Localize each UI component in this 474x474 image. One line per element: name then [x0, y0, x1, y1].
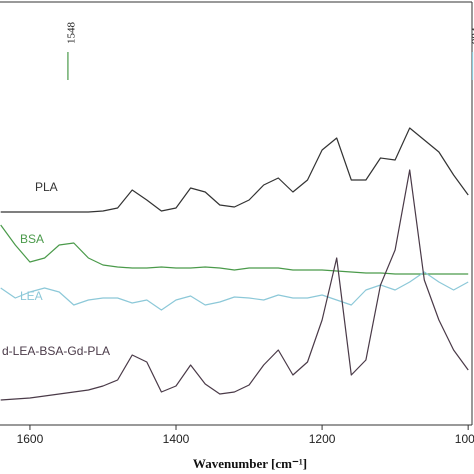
annotation-label: 1548 — [65, 22, 77, 45]
spectrum-line — [0, 169, 469, 401]
spectrum-line — [0, 127, 469, 213]
x-tick-label: 1200 — [309, 432, 336, 446]
series-label: LEA — [20, 289, 43, 303]
x-tick-label: 1000 — [455, 432, 474, 446]
series-label: d-LEA-BSA-Gd-PLA — [2, 344, 110, 358]
spectrum-line — [0, 271, 469, 311]
series-label: PLA — [35, 180, 58, 194]
spectrum-line — [0, 224, 469, 275]
annotation-label: 994 — [470, 27, 474, 44]
x-axis-title: Wavenumber [cm⁻¹] — [193, 456, 307, 471]
x-tick-label: 1600 — [17, 432, 44, 446]
x-tick-label: 1400 — [163, 432, 190, 446]
series-label: BSA — [20, 232, 44, 246]
